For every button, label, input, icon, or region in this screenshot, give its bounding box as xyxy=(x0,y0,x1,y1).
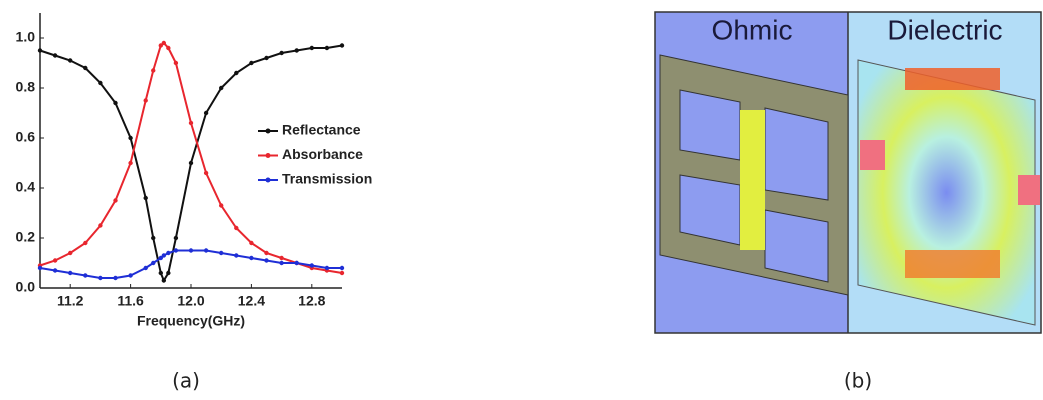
data-point xyxy=(219,203,223,207)
y-tick-label: 0.6 xyxy=(16,129,36,145)
data-point xyxy=(340,271,344,275)
data-point xyxy=(204,248,208,252)
hotspot-top xyxy=(905,68,1000,90)
data-point xyxy=(166,46,170,50)
data-point xyxy=(144,266,148,270)
data-point xyxy=(38,266,42,270)
chart: 0.0 0.2 0.4 0.6 0.8 1.0 11.2 11.6 12.0 12.4 12.8 Fr… xyxy=(16,13,373,329)
hotspot-right xyxy=(1018,175,1040,205)
data-point xyxy=(310,46,314,50)
data-point xyxy=(144,98,148,102)
data-point xyxy=(38,48,42,52)
legend-marker xyxy=(266,129,271,134)
data-point xyxy=(68,251,72,255)
x-tick-label: 12.8 xyxy=(298,293,325,309)
data-point xyxy=(159,271,163,275)
x-tick-label: 11.6 xyxy=(117,293,144,309)
data-point xyxy=(162,278,166,282)
data-point xyxy=(68,271,72,275)
data-point xyxy=(113,101,117,105)
y-tick-label: 0.2 xyxy=(16,229,36,245)
dielectric-field xyxy=(858,60,1035,325)
data-point xyxy=(53,258,57,262)
data-point xyxy=(264,251,268,255)
data-point xyxy=(98,276,102,280)
data-point xyxy=(189,248,193,252)
hotspot-left xyxy=(860,140,885,170)
dielectric-label: Dielectric xyxy=(887,14,1002,45)
data-point xyxy=(204,111,208,115)
data-point xyxy=(325,266,329,270)
data-point xyxy=(279,261,283,265)
x-tick-label: 12.4 xyxy=(238,293,265,309)
data-point xyxy=(310,263,314,267)
data-point xyxy=(325,46,329,50)
data-point xyxy=(128,136,132,140)
data-point xyxy=(166,271,170,275)
data-point xyxy=(53,53,57,57)
data-point xyxy=(113,276,117,280)
data-point xyxy=(174,61,178,65)
data-point xyxy=(234,253,238,257)
data-point xyxy=(249,256,253,260)
legend-label: Transmission xyxy=(282,171,372,187)
data-point xyxy=(166,251,170,255)
data-point xyxy=(151,236,155,240)
y-tick-label: 1.0 xyxy=(16,29,36,45)
data-point xyxy=(83,66,87,70)
data-point xyxy=(204,171,208,175)
data-point xyxy=(249,241,253,245)
data-point xyxy=(219,86,223,90)
data-point xyxy=(162,41,166,45)
data-point xyxy=(340,266,344,270)
y-tick-label: 0.0 xyxy=(16,279,36,295)
data-point xyxy=(295,48,299,52)
simulation-image: Ohmic Dielectric xyxy=(655,12,1041,333)
data-point xyxy=(113,198,117,202)
data-point xyxy=(189,161,193,165)
legend-marker xyxy=(266,178,271,183)
legend-marker xyxy=(266,153,271,158)
legend-label: Absorbance xyxy=(282,146,363,162)
data-point xyxy=(174,236,178,240)
data-point xyxy=(279,256,283,260)
x-tick-label: 11.2 xyxy=(57,293,84,309)
data-point xyxy=(83,241,87,245)
data-point xyxy=(249,61,253,65)
x-tick-label: 12.0 xyxy=(177,293,204,309)
data-point xyxy=(128,161,132,165)
data-point xyxy=(234,226,238,230)
data-point xyxy=(151,261,155,265)
data-point xyxy=(151,68,155,72)
data-point xyxy=(340,43,344,47)
y-tick-label: 0.4 xyxy=(16,179,36,195)
data-point xyxy=(174,248,178,252)
x-axis-title: Frequency(GHz) xyxy=(137,313,245,329)
data-point xyxy=(162,253,166,257)
data-point xyxy=(68,58,72,62)
data-point xyxy=(128,273,132,277)
data-point xyxy=(264,56,268,60)
data-point xyxy=(189,121,193,125)
caption-b: (b) xyxy=(844,369,872,393)
figure: Ohmic Dielectric (a) (b) 0.0 0.2 0.4 0.6 0.8… xyxy=(0,0,1043,400)
data-point xyxy=(279,51,283,55)
legend-label: Reflectance xyxy=(282,122,361,138)
data-point xyxy=(53,268,57,272)
data-point xyxy=(219,251,223,255)
ohmic-hotspot xyxy=(740,110,765,250)
data-point xyxy=(98,223,102,227)
data-point xyxy=(264,258,268,262)
data-point xyxy=(234,71,238,75)
data-point xyxy=(83,273,87,277)
data-point xyxy=(295,261,299,265)
hotspot-bottom xyxy=(905,250,1000,278)
caption-a: (a) xyxy=(172,369,200,393)
ohmic-label: Ohmic xyxy=(712,14,793,45)
data-point xyxy=(98,81,102,85)
data-point xyxy=(144,196,148,200)
y-tick-label: 0.8 xyxy=(16,79,36,95)
